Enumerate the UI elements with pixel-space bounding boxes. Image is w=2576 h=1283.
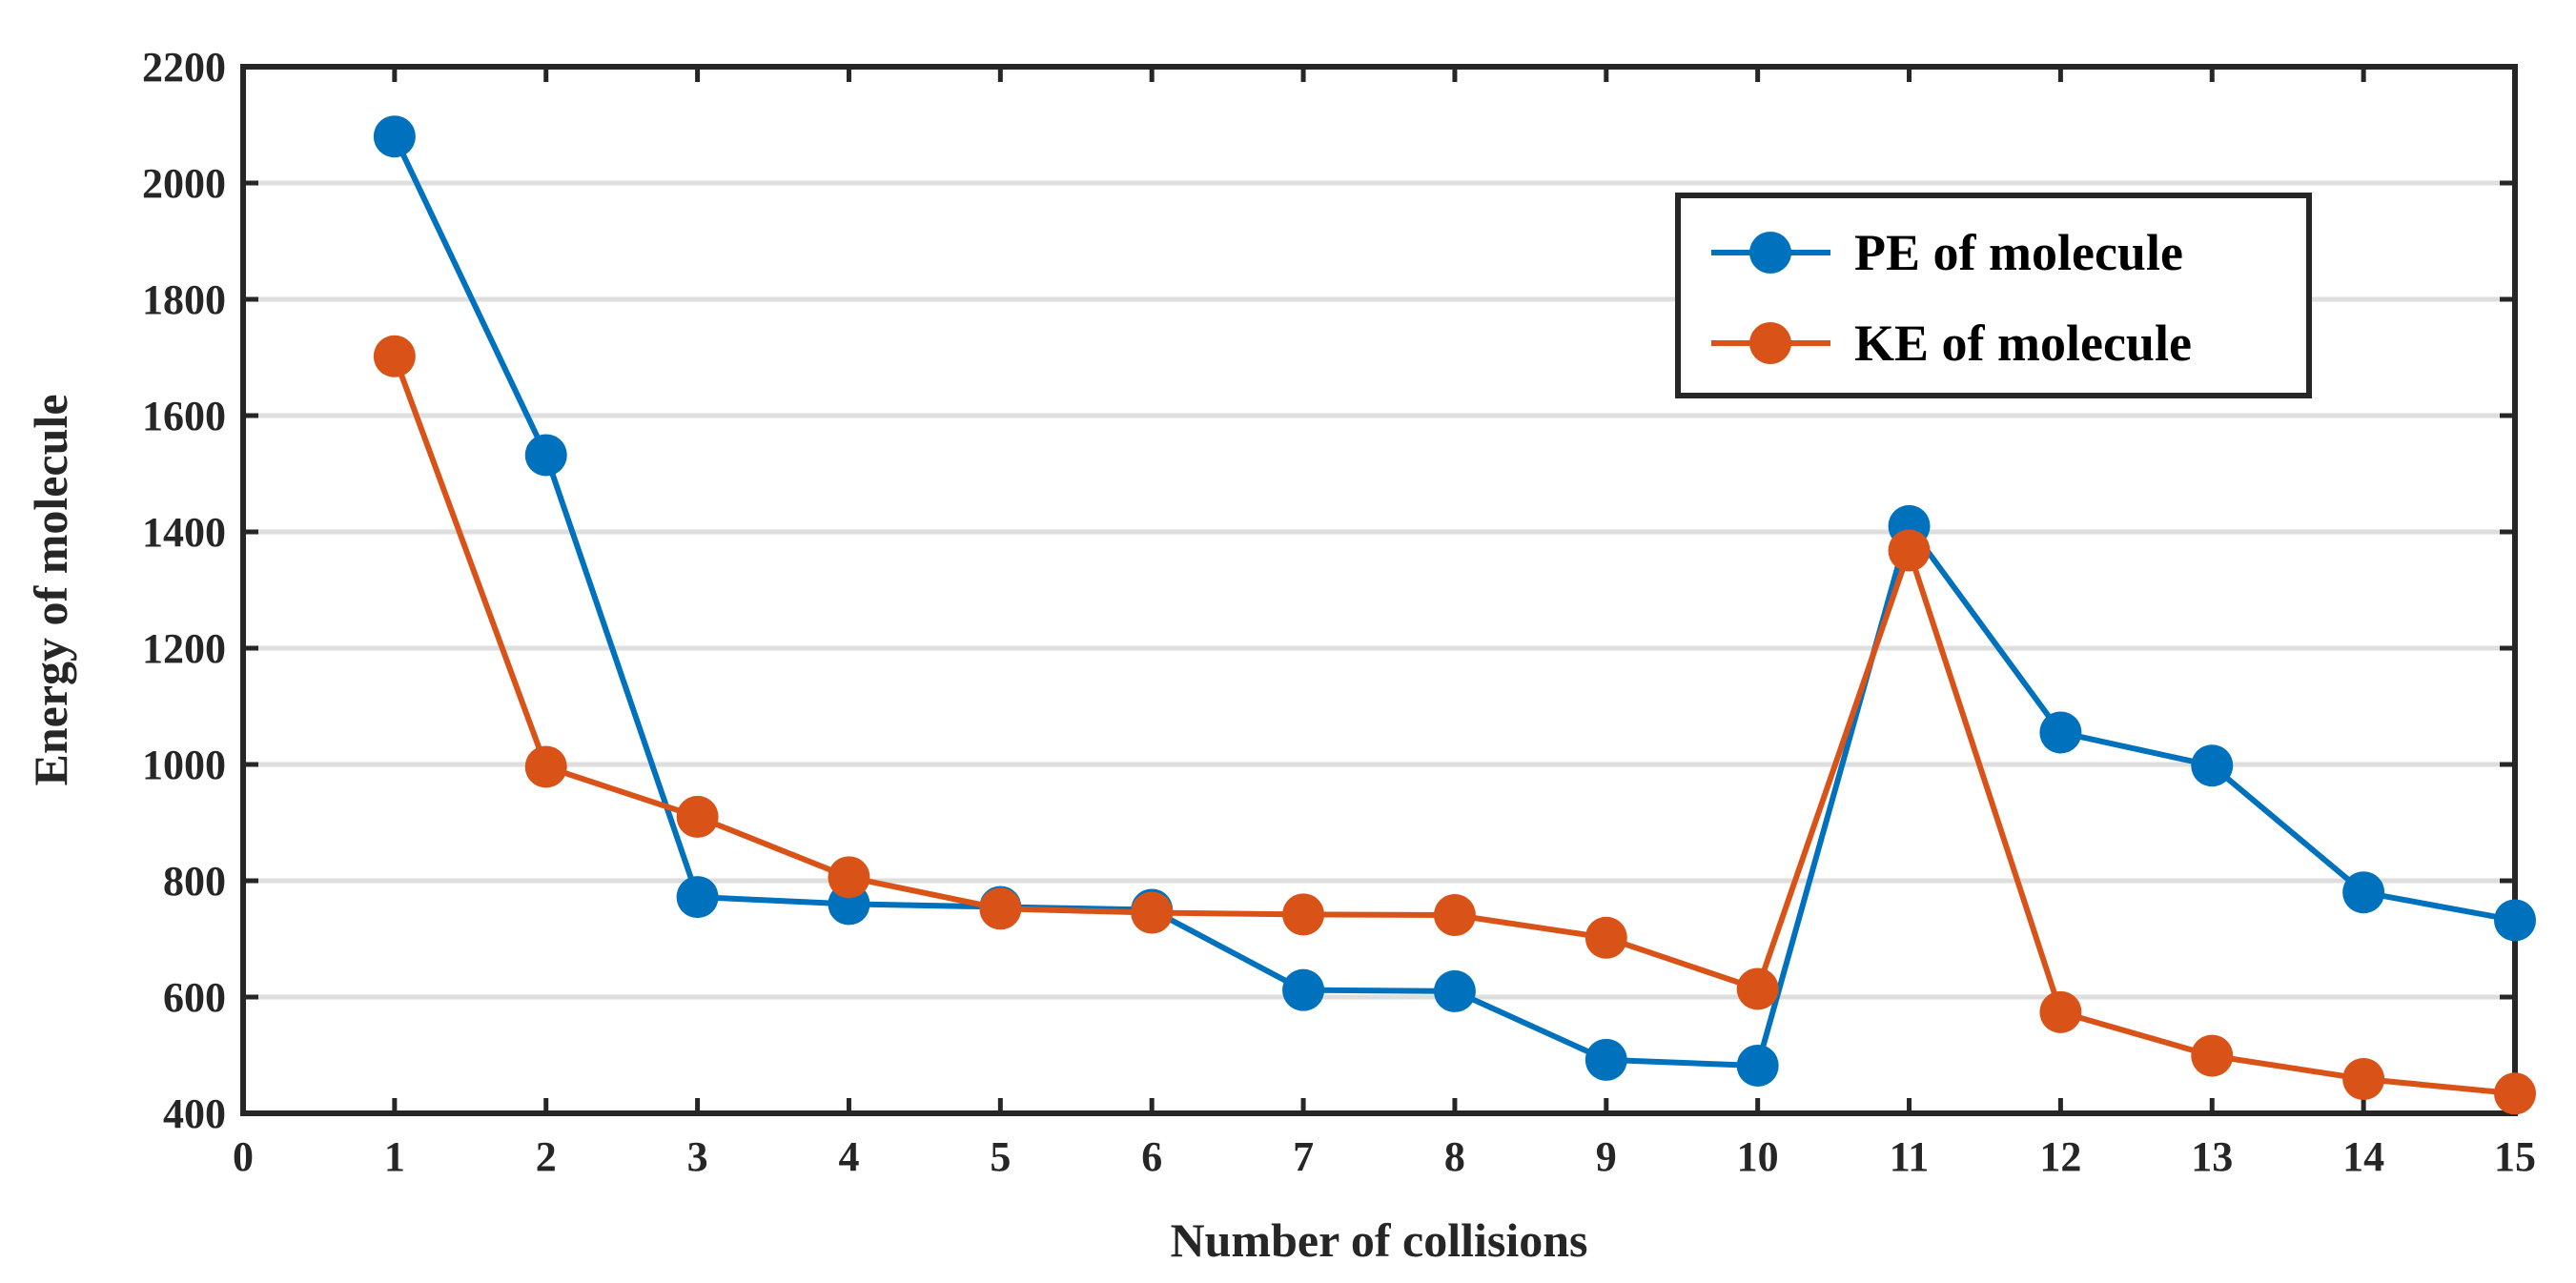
y-tick-label: 2000 [142, 160, 226, 207]
data-point-ke [828, 856, 870, 899]
data-point-pe [524, 434, 567, 477]
legend-marker-pe [1749, 232, 1791, 274]
x-tick-label: 10 [1737, 1133, 1779, 1180]
data-point-ke [1282, 893, 1325, 936]
data-point-ke [524, 745, 567, 788]
data-point-ke [1433, 893, 1476, 936]
x-tick-label: 14 [2342, 1133, 2384, 1180]
x-tick-label: 1 [384, 1133, 405, 1180]
y-tick-label: 400 [163, 1090, 226, 1137]
data-point-ke [1888, 529, 1931, 572]
legend-label-ke: KE of molecule [1854, 315, 2192, 372]
x-tick-label: 6 [1141, 1133, 1162, 1180]
gridlines [243, 180, 2515, 1000]
x-axis-title: Number of collisions [1171, 1213, 1588, 1267]
data-point-pe [1736, 1044, 1779, 1087]
data-point-ke [1584, 916, 1627, 959]
x-tick-label: 3 [687, 1133, 708, 1180]
x-tick-label: 8 [1444, 1133, 1465, 1180]
data-point-ke [1131, 891, 1174, 934]
data-point-ke [979, 887, 1022, 930]
data-point-pe [2039, 711, 2082, 754]
y-tick-label: 1800 [142, 276, 226, 323]
x-tick-label: 13 [2191, 1133, 2233, 1180]
data-point-pe [2191, 744, 2234, 787]
legend-box [1675, 193, 2312, 398]
data-point-pe [2494, 899, 2536, 942]
x-tick-label: 11 [1890, 1133, 1930, 1180]
x-tick-label: 0 [233, 1133, 254, 1180]
data-point-ke [2191, 1034, 2234, 1077]
y-tick-label: 1200 [142, 625, 226, 672]
x-tick-label: 15 [2494, 1133, 2536, 1180]
series-ke [373, 335, 2536, 1115]
y-tick-label: 2200 [142, 44, 226, 91]
data-point-pe [2342, 871, 2385, 914]
x-tick-label: 12 [2039, 1133, 2081, 1180]
legend: PE of molecule KE of molecule [1675, 193, 2312, 398]
data-point-pe [1282, 968, 1325, 1011]
y-tick-label: 600 [163, 974, 226, 1021]
data-point-pe [1584, 1038, 1627, 1081]
y-axis-title: Energy of molecule [24, 394, 77, 785]
series-layer [373, 115, 2536, 1115]
data-point-ke [1736, 967, 1779, 1010]
x-tick-label: 5 [990, 1133, 1011, 1180]
data-point-pe [676, 876, 719, 919]
x-tick-label: 9 [1596, 1133, 1617, 1180]
data-point-pe [1433, 969, 1476, 1012]
legend-label-pe: PE of molecule [1854, 224, 2183, 281]
y-tick-label: 1400 [142, 509, 226, 556]
x-tick-label: 2 [536, 1133, 557, 1180]
plot-area-frame [240, 64, 2518, 1116]
y-tick-label: 1600 [142, 393, 226, 439]
data-point-ke [2039, 990, 2082, 1033]
data-point-ke [2494, 1072, 2536, 1115]
y-tick-label: 1000 [142, 742, 226, 788]
legend-marker-ke [1749, 322, 1791, 364]
data-point-ke [676, 795, 719, 838]
x-tick-label: 4 [838, 1133, 859, 1180]
data-point-ke [373, 335, 416, 377]
y-tick-label: 800 [163, 858, 226, 905]
x-tick-label: 7 [1293, 1133, 1314, 1180]
data-point-pe [373, 115, 416, 158]
data-point-ke [2342, 1058, 2385, 1101]
